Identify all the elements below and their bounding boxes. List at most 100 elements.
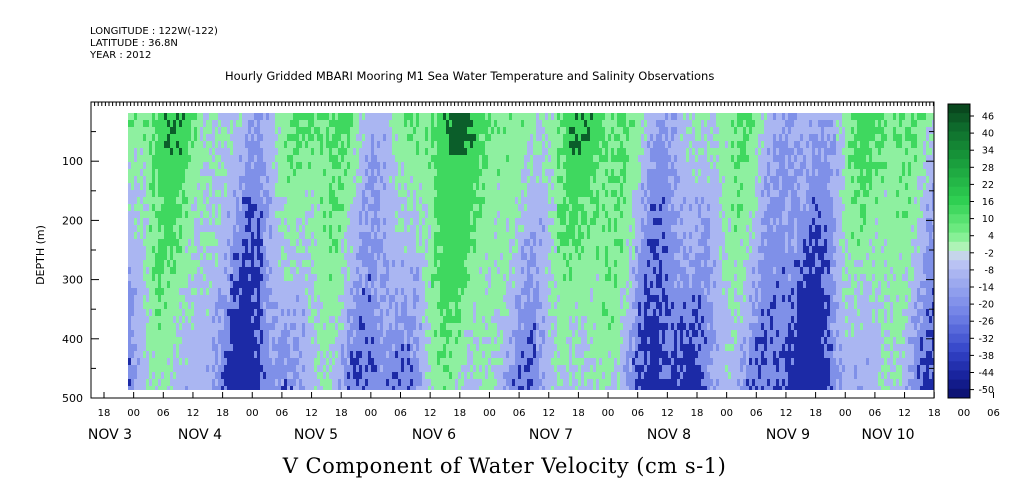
x-hour-tick-label: 06 [394, 408, 407, 419]
longitude-label: LONGITUDE : 122W(-122) [90, 26, 218, 37]
x-day-label: NOV 6 [412, 427, 456, 443]
colorbar-band [948, 113, 970, 123]
x-hour-tick-label: 18 [98, 408, 111, 419]
colorbar-label: -38 [978, 351, 994, 362]
colorbar-band [948, 269, 970, 279]
x-hour-tick-label: 18 [572, 408, 585, 419]
colorbar-band [948, 315, 970, 325]
colorbar-band [948, 186, 970, 197]
year-label: YEAR : 2012 [90, 50, 152, 61]
y-tick-label: 100 [62, 155, 83, 168]
colorbar-label: -20 [978, 300, 994, 311]
x-hour-tick-label: 06 [869, 408, 882, 419]
colorbar-band [948, 131, 970, 142]
colorbar-band [948, 195, 970, 206]
x-day-label: NOV 8 [647, 427, 691, 443]
x-hour-tick-label: 12 [542, 408, 555, 419]
x-hour-tick-label: 12 [898, 408, 911, 419]
colorbar-label: -14 [978, 283, 994, 294]
colorbar-label: 4 [988, 231, 994, 242]
x-hour-tick-label: 18 [335, 408, 348, 419]
x-hour-tick-label: 00 [839, 408, 852, 419]
colorbar-band [948, 140, 970, 151]
x-hour-tick-label: 12 [424, 408, 437, 419]
y-tick-label: 400 [62, 333, 83, 346]
colorbar-label: 10 [982, 214, 994, 225]
colorbar-label: -2 [985, 248, 994, 259]
x-hour-tick-label: 18 [216, 408, 229, 419]
colorbar-band [948, 306, 970, 316]
x-hour-tick-label: 00 [720, 408, 733, 419]
x-day-label: NOV 5 [294, 427, 338, 443]
colorbar-label: 34 [982, 146, 994, 157]
x-hour-tick-label: 06 [631, 408, 644, 419]
colorbar-label: -50 [978, 385, 994, 396]
y-tick-label: 200 [62, 214, 83, 227]
x-hour-tick-label: 12 [661, 408, 674, 419]
colorbar-band [948, 159, 970, 169]
colorbar-band [948, 104, 970, 114]
colorbar-band [948, 223, 970, 234]
x-hour-tick-label: 18 [928, 408, 941, 419]
colorbar-label: -26 [978, 317, 994, 328]
colorbar-band [948, 260, 970, 270]
x-hour-tick-label: 00 [957, 408, 970, 419]
colorbar-band [948, 361, 970, 371]
colorbar-label: 46 [982, 112, 994, 123]
x-hour-tick-label: 06 [750, 408, 763, 419]
colorbar-band [948, 278, 970, 289]
colorbar-band [948, 296, 970, 307]
colorbar-band [948, 379, 970, 390]
colorbar-label: -32 [978, 334, 994, 345]
colorbar-label: -44 [978, 368, 994, 379]
colorbar-band [948, 149, 970, 160]
colorbar-band [948, 342, 970, 353]
colorbar-band [948, 251, 970, 261]
x-hour-tick-label: 06 [276, 408, 289, 419]
x-hour-tick-label: 12 [305, 408, 318, 419]
colorbar-band [948, 388, 970, 399]
colorbar-band [948, 232, 970, 243]
colorbar-label: -8 [985, 265, 994, 276]
x-hour-tick-label: 06 [157, 408, 170, 419]
colorbar-band [948, 122, 970, 132]
colorbar-band [948, 241, 970, 252]
colorbar-frame [947, 103, 971, 399]
colorbar-band [948, 214, 970, 224]
colorbar-band [948, 324, 970, 335]
y-tick-label: 300 [62, 274, 83, 287]
colorbar-label: 22 [982, 180, 994, 191]
colorbar-label: 40 [982, 129, 994, 140]
x-hour-tick-label: 00 [127, 408, 140, 419]
x-hour-tick-label: 00 [246, 408, 259, 419]
x-day-label: NOV 10 [861, 427, 914, 443]
x-hour-tick-label: 18 [453, 408, 466, 419]
x-hour-tick-label: 00 [602, 408, 615, 419]
x-day-label: NOV 9 [766, 427, 810, 443]
x-hour-tick-label: 12 [187, 408, 200, 419]
x-hour-tick-label: 18 [691, 408, 704, 419]
colorbar-band [948, 168, 970, 178]
colorbar-band [948, 333, 970, 344]
colorbar-band [948, 352, 970, 362]
colorbar-band [948, 287, 970, 298]
y-tick-label: 500 [62, 392, 83, 405]
latitude-label: LATITUDE : 36.8N [90, 38, 178, 49]
x-hour-tick-label: 06 [987, 408, 1000, 419]
colorbar-band [948, 370, 970, 381]
x-hour-tick-label: 00 [364, 408, 377, 419]
y-axis-label: DEPTH (m) [34, 225, 47, 285]
x-hour-tick-label: 06 [513, 408, 526, 419]
colorbar-band [948, 177, 970, 188]
x-day-label: NOV 3 [88, 427, 132, 443]
x-hour-tick-label: 18 [809, 408, 822, 419]
x-hour-tick-label: 12 [780, 408, 793, 419]
x-day-label: NOV 4 [178, 427, 222, 443]
colorbar-band [948, 205, 970, 215]
colorbar: 46 40 34 28 22 16 10 4 -2 -8 -14 -20 -26 -32 -38 -44 -50 [947, 103, 994, 399]
colorbar-label: 28 [982, 163, 994, 174]
chart-title: Hourly Gridded MBARI Mooring M1 Sea Wate… [225, 69, 715, 83]
heatmap-field [128, 113, 934, 390]
